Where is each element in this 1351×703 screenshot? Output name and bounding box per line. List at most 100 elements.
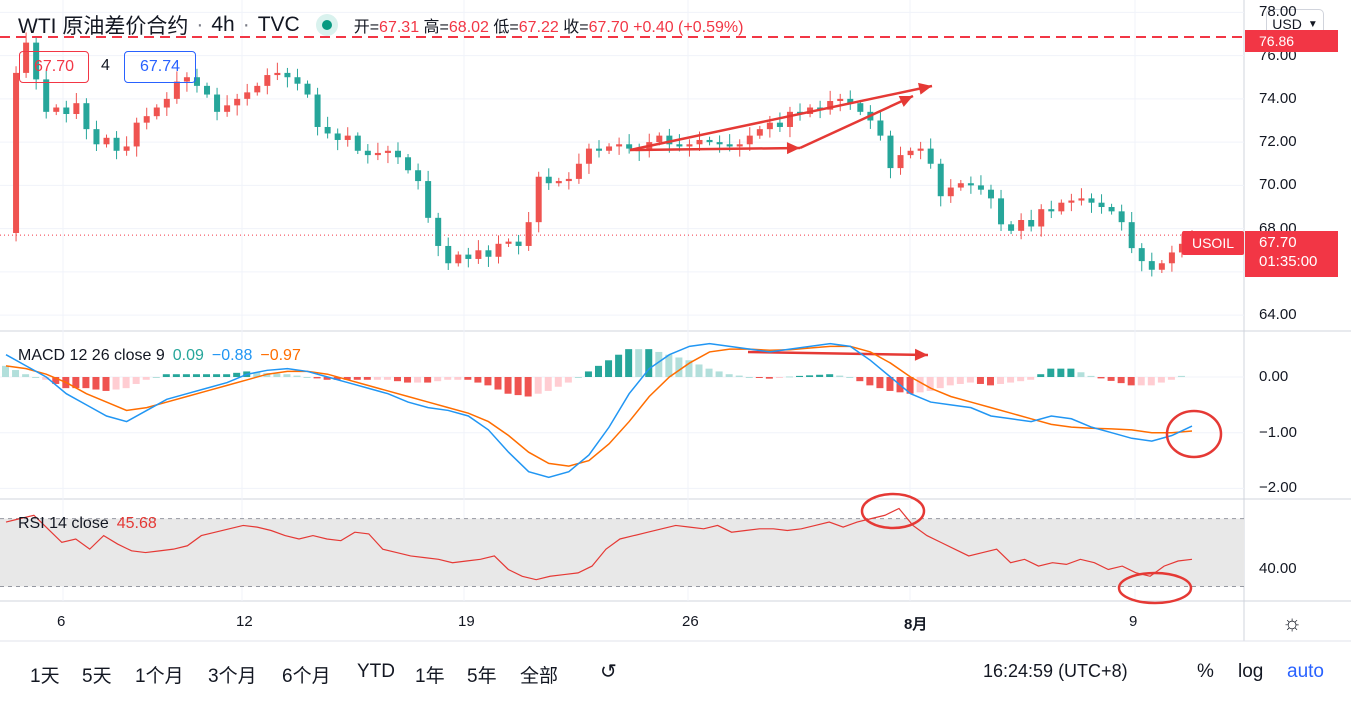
macd-histogram-bar <box>625 349 633 377</box>
last-price: 67.70 <box>1259 234 1297 251</box>
macd-histogram-bar <box>373 377 381 380</box>
macd-histogram-bar <box>1057 368 1065 377</box>
macd-histogram-bar <box>172 374 180 377</box>
goto-date-icon[interactable]: ↺ <box>600 661 617 683</box>
macd-histogram-bar <box>434 377 442 382</box>
rsi-title[interactable]: RSI 14 close <box>18 515 109 532</box>
candle-body <box>183 77 190 82</box>
percent-toggle[interactable]: % <box>1197 661 1214 682</box>
macd-histogram-bar <box>1027 377 1035 380</box>
candle-body <box>143 116 150 123</box>
candle-body <box>274 72 281 76</box>
candle-body <box>616 144 623 147</box>
range-button[interactable]: 3个月 <box>208 666 257 687</box>
candle-body <box>1108 207 1115 212</box>
macd-histogram-bar <box>1117 377 1125 384</box>
settings-gear-icon[interactable]: ☼ <box>1282 610 1303 635</box>
trend-arrow-upper <box>629 82 933 152</box>
arrow-head <box>786 142 800 155</box>
candle-body <box>596 148 602 151</box>
range-button[interactable]: 全部 <box>520 666 559 687</box>
candle-body <box>998 198 1005 225</box>
range-button[interactable]: 1天 <box>30 666 60 687</box>
auto-scale-toggle[interactable]: auto <box>1287 661 1324 682</box>
range-button[interactable]: 1个月 <box>135 666 184 687</box>
macd-histogram-bar <box>363 377 371 380</box>
macd-histogram-bar <box>775 377 783 378</box>
candle-body <box>877 120 884 136</box>
log-toggle[interactable]: log <box>1238 661 1264 682</box>
candle-body <box>133 122 140 147</box>
macd-histogram-bar <box>595 365 602 377</box>
candle-body <box>676 144 683 147</box>
macd-histogram-bar <box>745 377 753 378</box>
macd-histogram-bar <box>806 375 814 377</box>
macd-histogram-bar <box>986 377 994 386</box>
macd-histogram-bar <box>454 377 462 380</box>
macd-title[interactable]: MACD 12 26 close 9 <box>18 347 165 364</box>
candle-body <box>1008 224 1015 231</box>
candle-body <box>746 135 753 145</box>
candle-body <box>776 122 783 127</box>
macd-histogram-bar <box>725 374 733 377</box>
arrow-head <box>914 348 928 361</box>
macd-histogram-bar <box>1127 377 1135 386</box>
macd-histogram-bar <box>836 375 844 377</box>
range-button[interactable]: YTD <box>357 661 395 682</box>
candle-body <box>1168 252 1175 264</box>
candle-body <box>264 75 271 86</box>
candle-body <box>475 250 482 259</box>
candle-body <box>967 183 974 186</box>
bottom-toolbar <box>0 641 1351 703</box>
macd-histogram-bar <box>997 377 1005 384</box>
time-tick-label: 6 <box>57 613 66 630</box>
candle-body <box>435 217 442 246</box>
macd-histogram-bar <box>816 374 824 377</box>
alert-price-label[interactable]: 76.86 <box>1245 30 1338 52</box>
rsi-legend: RSI 14 close 45.68 <box>18 515 157 533</box>
macd-histogram-bar <box>584 371 592 377</box>
macd-histogram-bar <box>233 372 241 377</box>
price-tick-label: 72.00 <box>1259 133 1297 151</box>
macd-histogram-bar <box>182 374 190 377</box>
candle-body <box>284 72 291 78</box>
macd-histogram-bar <box>665 354 673 377</box>
timezone-clock[interactable]: 16:24:59 (UTC+8) <box>983 661 1128 681</box>
macd-histogram-bar <box>856 377 864 382</box>
candle-body <box>1068 200 1075 203</box>
macd-histogram-bar <box>2 365 9 377</box>
macd-histogram-bar <box>414 377 422 383</box>
arrow-shaft <box>747 350 929 357</box>
candle-body <box>53 107 60 112</box>
interval-label[interactable]: 4h <box>211 13 235 36</box>
candle-body <box>314 94 321 127</box>
macd-histogram-bar <box>393 377 401 382</box>
price-tick-label: 70.00 <box>1259 176 1297 194</box>
price-tick-label: 74.00 <box>1259 89 1297 107</box>
sell-price-button[interactable]: 67.70 <box>19 51 89 83</box>
candle-body <box>43 79 50 112</box>
macd-histogram-bar <box>1147 377 1155 386</box>
buy-price-button[interactable]: 67.74 <box>124 51 196 83</box>
macd-histogram-bar <box>92 377 100 390</box>
macd-tick-label: −2.00 <box>1259 479 1297 497</box>
candle-body <box>786 111 793 127</box>
macd-histogram-bar <box>192 374 200 377</box>
macd-histogram-bar <box>313 377 321 379</box>
candle-body <box>927 148 934 164</box>
candle-body <box>907 150 914 156</box>
range-button[interactable]: 1年 <box>415 666 445 687</box>
macd-histogram-bar <box>1047 368 1055 377</box>
macd-histogram-bar <box>936 377 944 389</box>
candle-body <box>244 92 251 99</box>
time-tick-label: 19 <box>458 613 475 630</box>
macd-histogram-bar <box>404 377 412 383</box>
range-button[interactable]: 6个月 <box>282 666 331 687</box>
symbol-title[interactable]: WTI 原油差价合约 <box>18 15 189 38</box>
range-button[interactable]: 5年 <box>467 666 497 687</box>
candle-body <box>545 176 552 184</box>
candle-body <box>1178 243 1185 253</box>
candle-body <box>163 98 170 108</box>
range-button[interactable]: 5天 <box>82 666 112 687</box>
